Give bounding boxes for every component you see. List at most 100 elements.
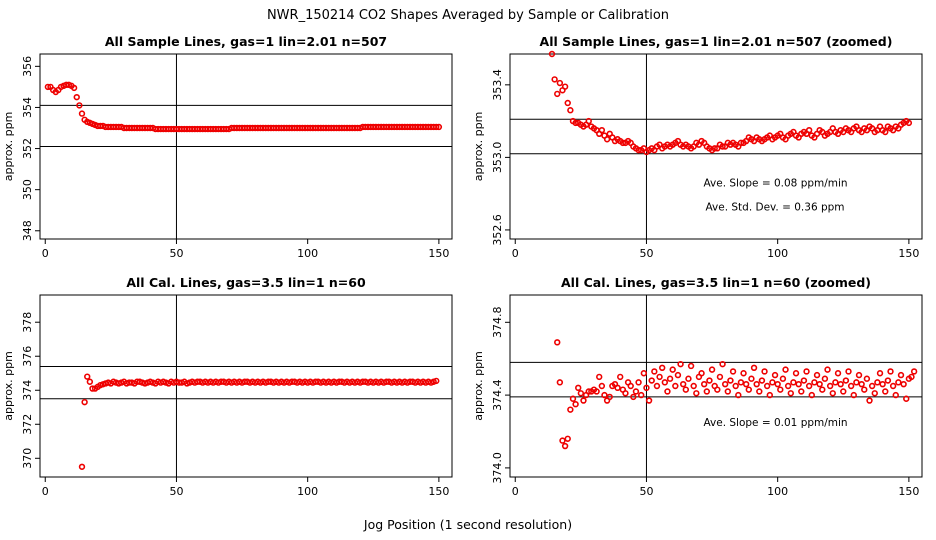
data-point	[598, 126, 606, 134]
data-point	[882, 388, 889, 395]
data-point	[742, 380, 750, 388]
data-point	[577, 390, 585, 397]
data-point	[842, 377, 850, 384]
figure-title: NWR_150214 CO2 Shapes Averaged by Sample…	[267, 8, 669, 23]
data-point	[651, 368, 658, 375]
data-point	[740, 370, 747, 377]
data-point	[567, 107, 574, 114]
data-point	[721, 380, 729, 388]
data-point	[821, 375, 829, 382]
data-point	[745, 386, 753, 393]
data-point	[690, 382, 697, 390]
data-point	[716, 373, 724, 381]
data-point	[659, 364, 666, 371]
data-point	[897, 371, 905, 379]
data-point	[679, 380, 687, 388]
data-point	[548, 50, 556, 58]
chart-panel: All Sample Lines, gas=1 lin=2.01 n=507 0 5…	[2, 34, 453, 260]
x-tick-label: 150	[428, 247, 449, 260]
data-point	[580, 397, 587, 404]
data-point	[819, 386, 826, 393]
data-point	[871, 390, 878, 397]
data-point	[693, 390, 700, 397]
data-point	[719, 360, 726, 368]
x-tick-label: 50	[639, 485, 653, 498]
data-point	[598, 382, 606, 390]
data-point	[617, 373, 624, 381]
chart-panel: All Cal. Lines, gas=3.5 lin=1 n=60 (zoom…	[472, 275, 923, 498]
data-point	[905, 119, 913, 127]
data-point	[729, 368, 737, 375]
data-point	[766, 391, 773, 399]
data-point	[433, 123, 440, 131]
data-point	[554, 339, 561, 346]
data-point	[892, 391, 899, 399]
data-point	[575, 384, 582, 392]
data-point	[866, 397, 873, 404]
x-tick-label: 100	[767, 485, 788, 498]
data-point	[661, 379, 669, 386]
y-tick-label: 354	[21, 97, 34, 118]
data-point	[556, 79, 564, 87]
x-tick-label: 0	[512, 485, 519, 498]
data-point	[635, 379, 642, 386]
x-axis-title: Jog Position (1 second resolution)	[363, 517, 572, 532]
data-point	[826, 382, 834, 390]
data-point	[643, 384, 650, 392]
data-point	[737, 139, 745, 147]
data-point	[748, 375, 755, 382]
data-point	[70, 84, 78, 92]
data-point	[824, 366, 831, 373]
data-point	[561, 83, 569, 90]
chart-panel: All Sample Lines, gas=1 lin=2.01 n=507 (…	[472, 34, 923, 260]
data-point	[653, 382, 661, 390]
data-point	[868, 382, 876, 390]
plot-frame	[509, 294, 923, 478]
data-point	[805, 382, 813, 390]
data-point	[84, 373, 91, 380]
data-point	[737, 379, 745, 386]
data-point	[756, 388, 763, 395]
data-point	[853, 379, 860, 386]
data-point	[596, 373, 603, 381]
data-point	[706, 377, 713, 384]
y-tick-label: 376	[21, 346, 34, 367]
data-point	[685, 375, 692, 382]
data-point	[861, 386, 868, 393]
data-point	[910, 368, 918, 375]
panel-title: All Cal. Lines, gas=3.5 lin=1 n=60	[126, 275, 366, 290]
data-point	[619, 139, 627, 147]
data-point	[81, 398, 88, 406]
data-point	[779, 375, 787, 382]
data-point	[572, 401, 579, 408]
y-tick-label: 374	[21, 380, 34, 401]
data-point	[782, 366, 789, 373]
x-tick-label: 150	[898, 485, 919, 498]
data-point	[585, 117, 592, 125]
data-point	[837, 380, 844, 388]
data-point	[735, 391, 742, 399]
data-point	[816, 380, 823, 388]
data-point	[903, 395, 910, 402]
y-axis-label: approx. ppm	[472, 351, 485, 421]
data-point	[76, 102, 83, 109]
data-point	[554, 90, 561, 98]
annotation-text: Ave. Std. Dev. = 0.36 ppm	[705, 202, 844, 214]
y-tick-label: 356	[21, 56, 34, 77]
data-point	[753, 380, 760, 388]
data-point	[732, 382, 739, 390]
data-point	[884, 377, 892, 384]
data-point	[645, 397, 653, 404]
data-point	[863, 375, 871, 382]
data-point	[86, 378, 94, 385]
panel-title: All Sample Lines, gas=1 lin=2.01 n=507	[105, 34, 387, 49]
data-point	[790, 379, 797, 386]
data-point	[876, 370, 884, 377]
data-point	[805, 126, 813, 134]
data-point	[638, 391, 645, 399]
data-point	[761, 368, 768, 375]
data-point	[640, 370, 648, 377]
data-point	[771, 371, 779, 379]
data-point	[882, 128, 889, 136]
x-tick-label: 100	[297, 485, 318, 498]
